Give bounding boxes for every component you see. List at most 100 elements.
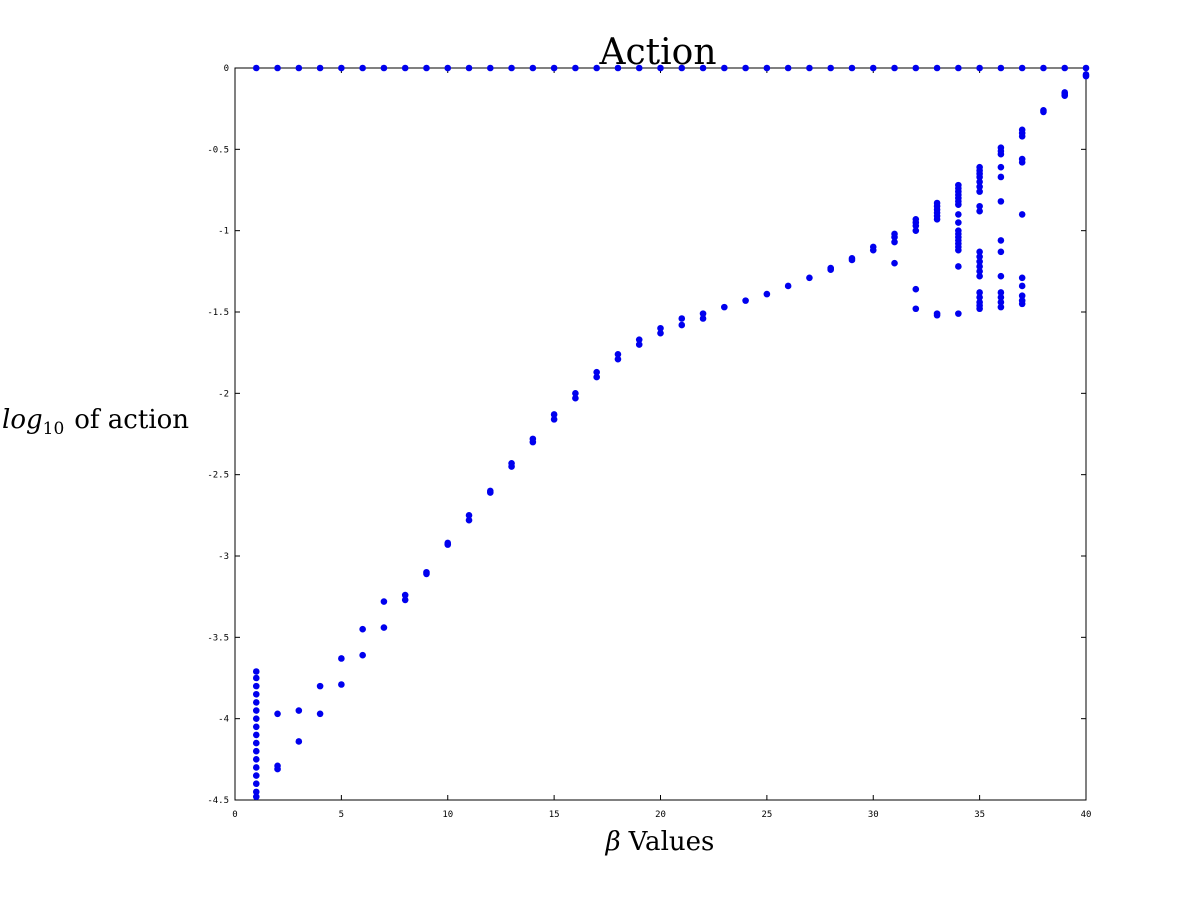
data-point [252, 707, 260, 714]
data-point [487, 64, 494, 72]
x-axis: 0 5 10 15 20 25 30 35 40 [232, 68, 1091, 820]
data-point [955, 211, 962, 218]
data-point [550, 411, 558, 418]
data-point [657, 329, 664, 337]
data-point [252, 699, 260, 706]
data-point [1018, 64, 1026, 72]
data-point [593, 64, 600, 72]
data-point [976, 253, 983, 260]
data-point [976, 248, 983, 256]
y-tick-label: -4.5 [207, 796, 229, 806]
data-point [274, 765, 281, 773]
data-point [955, 246, 962, 254]
data-point [678, 315, 686, 322]
data-point [955, 310, 962, 317]
data-point [444, 541, 452, 548]
data-point [1061, 64, 1069, 72]
data-point [891, 259, 898, 267]
data-point [955, 219, 962, 226]
data-point [380, 598, 388, 605]
data-point [1018, 274, 1026, 282]
data-point [742, 64, 749, 72]
data-point [848, 64, 856, 72]
data-point [976, 294, 983, 301]
data-point [1082, 72, 1090, 80]
data-point [572, 394, 579, 402]
data-point [827, 266, 834, 274]
data-point [252, 772, 260, 779]
y-tick-label: -1 [218, 227, 229, 237]
data-point [614, 64, 622, 72]
data-point [976, 305, 983, 313]
y-tick-label: -2 [218, 389, 229, 399]
data-point [1018, 159, 1026, 166]
data-point [976, 188, 983, 195]
data-point [976, 64, 983, 72]
data-point [976, 263, 983, 270]
data-point [784, 64, 792, 72]
data-point [252, 793, 260, 801]
data-point [295, 707, 303, 714]
data-point [380, 64, 388, 72]
data-point [316, 64, 324, 72]
data-point [614, 350, 622, 358]
data-point [997, 198, 1005, 205]
data-point [742, 297, 749, 304]
data-point [912, 227, 920, 234]
data-point [359, 64, 366, 72]
data-point [252, 788, 260, 796]
data-point [657, 324, 664, 332]
data-point [593, 368, 600, 376]
data-point [997, 294, 1005, 301]
data-point [997, 64, 1005, 72]
y-axis-label-subscript: 10 [43, 419, 65, 439]
data-point [252, 756, 260, 763]
plot-area: 0 5 10 15 20 25 30 35 40 0 -0.5 -1 -1.5 -2 -2.5 -3 -3.5… [207, 64, 1091, 820]
data-point [252, 747, 260, 755]
data-point [274, 64, 281, 72]
data-point [338, 655, 345, 662]
data-point [933, 311, 941, 319]
x-tick-label: 0 [232, 810, 237, 820]
data-point [252, 723, 260, 731]
data-point [869, 246, 877, 254]
data-point [827, 64, 834, 72]
data-point [316, 682, 324, 690]
data-point [295, 64, 303, 72]
data-point [401, 596, 409, 604]
data-point [508, 64, 515, 72]
data-point [465, 512, 473, 519]
data-point [252, 731, 260, 739]
data-point [721, 64, 728, 72]
data-point [976, 178, 983, 186]
data-point [933, 215, 941, 223]
data-point [869, 64, 877, 72]
data-point [401, 591, 409, 599]
x-tick-label: 40 [1081, 810, 1092, 820]
data-point [252, 764, 260, 771]
data-point [997, 163, 1005, 171]
data-point [699, 64, 707, 72]
data-point [912, 222, 920, 230]
data-point [252, 690, 260, 698]
y-tick-label: -4 [218, 715, 229, 725]
data-point [252, 674, 260, 682]
data-point [635, 64, 643, 72]
data-point [274, 710, 281, 718]
data-point [912, 285, 920, 293]
data-point [465, 64, 473, 72]
data-point [933, 64, 941, 72]
data-point [423, 570, 430, 578]
data-point [252, 715, 260, 722]
y-axis-label: log10 of action [2, 405, 189, 439]
y-tick-label: 0 [224, 64, 229, 74]
data-point [316, 710, 324, 718]
data-point [891, 233, 898, 241]
x-tick-label: 35 [974, 810, 985, 820]
data-point [891, 64, 898, 72]
data-point [699, 310, 707, 317]
data-point [252, 668, 260, 675]
data-point [997, 173, 1005, 181]
data-point [699, 315, 707, 322]
data-point [1018, 282, 1026, 290]
